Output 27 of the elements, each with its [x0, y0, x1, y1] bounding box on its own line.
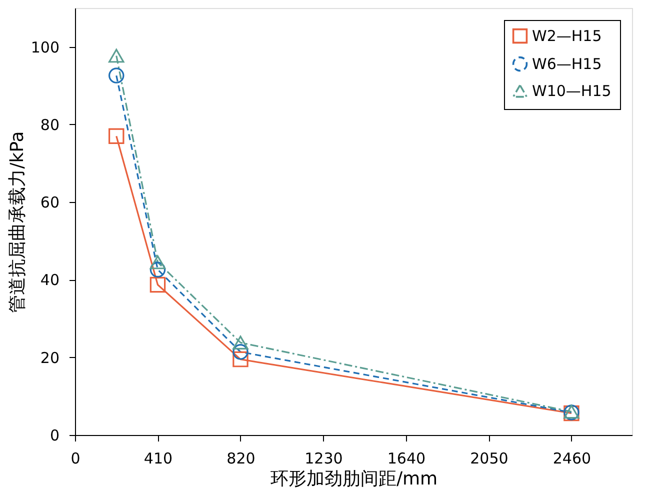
y-axis-title: 管道抗屈曲承载力/kPa — [6, 131, 28, 313]
y-tick-label: 60 — [40, 194, 60, 212]
point — [108, 68, 124, 84]
x-tick-label: 2050 — [470, 450, 508, 468]
point — [232, 344, 248, 360]
x-tick-label: 820 — [226, 450, 256, 468]
point — [108, 48, 124, 63]
point — [150, 262, 166, 278]
legend-label: W10—H15 — [532, 82, 612, 100]
x-axis-title: 环形加劲肋间距/mm — [270, 468, 438, 490]
point — [150, 255, 166, 270]
x-tick-label: 1640 — [387, 450, 426, 468]
y-tick-label: 80 — [40, 116, 60, 134]
y-tick-label: 0 — [50, 426, 60, 444]
x-tick-label: 410 — [144, 450, 173, 468]
point — [232, 336, 248, 350]
x-tick-label: 0 — [70, 450, 80, 468]
legend-label: W6—H15 — [532, 55, 602, 73]
y-tick-label: 40 — [40, 271, 60, 290]
legend-label: W2—H15 — [532, 27, 602, 45]
x-tick-label: 1230 — [304, 450, 343, 468]
y-tick-label: 20 — [40, 348, 60, 367]
point — [232, 351, 248, 368]
y-tick-label: 100 — [30, 38, 60, 56]
x-tick-label: 2460 — [552, 450, 592, 468]
point — [150, 276, 166, 293]
point — [108, 128, 124, 144]
